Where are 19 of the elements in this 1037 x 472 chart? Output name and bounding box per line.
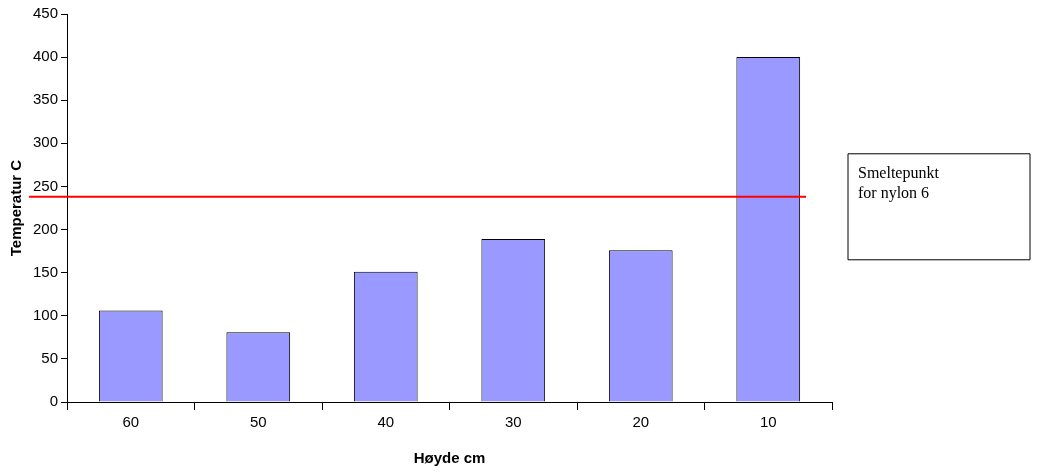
y-tick-label: 450 — [33, 4, 59, 22]
text: Smeltepunkt for nylon 6 — [858, 163, 940, 202]
y-axis-title: Temperatur C — [7, 159, 25, 257]
y-tick-label: 350 — [33, 90, 59, 108]
x-tick-label: 30 — [504, 413, 522, 431]
y-tick-label: 0 — [49, 392, 59, 410]
y-tick-label: 300 — [33, 133, 59, 151]
x-axis-title: Høyde cm — [413, 449, 486, 467]
x-tick-label: 40 — [377, 413, 395, 431]
y-tick-label: 50 — [41, 349, 59, 367]
y-tick-label: 200 — [33, 219, 59, 237]
y-tick-label: 150 — [33, 262, 59, 280]
x-tick-label: 60 — [122, 413, 140, 431]
y-tick-label: 100 — [33, 305, 59, 323]
y-tick-label: 400 — [33, 47, 59, 65]
x-tick-label: 20 — [632, 413, 650, 431]
x-tick-label: 10 — [759, 413, 777, 431]
y-tick-label: 250 — [33, 176, 59, 194]
x-tick-label: 50 — [249, 413, 267, 431]
